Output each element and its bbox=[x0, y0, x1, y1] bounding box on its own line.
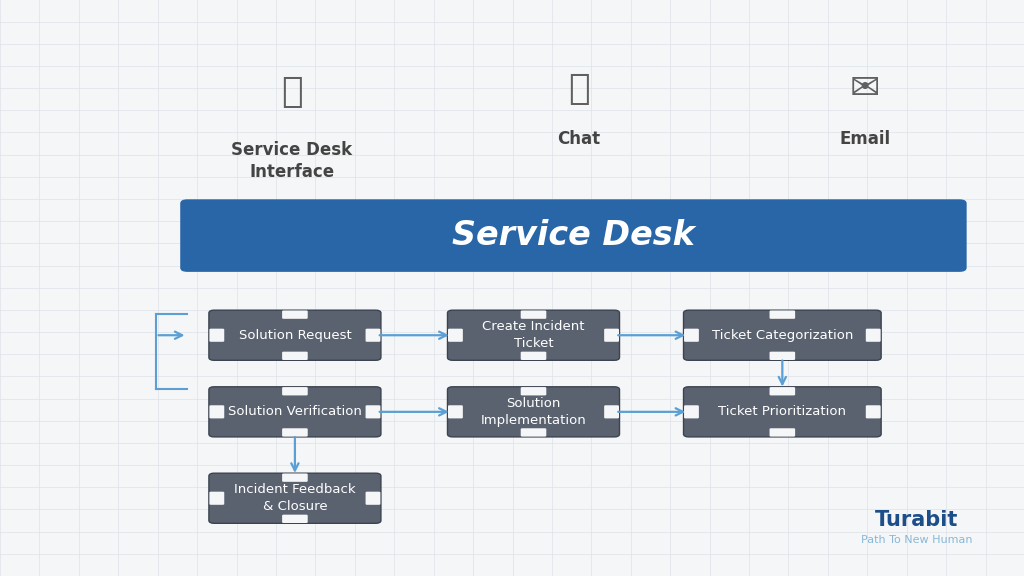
Text: Solution
Implementation: Solution Implementation bbox=[480, 397, 587, 427]
FancyBboxPatch shape bbox=[209, 387, 381, 437]
FancyBboxPatch shape bbox=[209, 310, 381, 361]
Text: Service Desk: Service Desk bbox=[452, 219, 695, 252]
FancyBboxPatch shape bbox=[521, 387, 547, 396]
FancyBboxPatch shape bbox=[282, 387, 307, 396]
FancyBboxPatch shape bbox=[866, 406, 881, 418]
FancyBboxPatch shape bbox=[770, 429, 796, 437]
FancyBboxPatch shape bbox=[180, 199, 967, 272]
FancyBboxPatch shape bbox=[209, 329, 224, 342]
FancyBboxPatch shape bbox=[521, 351, 547, 360]
FancyBboxPatch shape bbox=[684, 329, 698, 342]
Text: ✉️: ✉️ bbox=[850, 72, 881, 107]
FancyBboxPatch shape bbox=[684, 406, 698, 418]
Text: Path To New Human: Path To New Human bbox=[861, 535, 972, 545]
FancyBboxPatch shape bbox=[447, 387, 620, 437]
FancyBboxPatch shape bbox=[282, 351, 307, 360]
Text: Incident Feedback
& Closure: Incident Feedback & Closure bbox=[234, 483, 355, 513]
FancyBboxPatch shape bbox=[209, 492, 224, 505]
FancyBboxPatch shape bbox=[449, 329, 463, 342]
Text: Turabit: Turabit bbox=[874, 510, 958, 530]
Text: Solution Request: Solution Request bbox=[239, 329, 351, 342]
Text: Chat: Chat bbox=[557, 130, 600, 148]
Text: Service Desk
Interface: Service Desk Interface bbox=[231, 141, 352, 181]
FancyBboxPatch shape bbox=[282, 473, 307, 482]
FancyBboxPatch shape bbox=[604, 406, 618, 418]
Text: Solution Verification: Solution Verification bbox=[228, 406, 361, 418]
Text: 🎧: 🎧 bbox=[567, 72, 590, 107]
FancyBboxPatch shape bbox=[770, 351, 796, 360]
FancyBboxPatch shape bbox=[604, 329, 618, 342]
FancyBboxPatch shape bbox=[282, 310, 307, 319]
FancyBboxPatch shape bbox=[209, 473, 381, 523]
Text: Email: Email bbox=[840, 130, 891, 148]
Text: Ticket Categorization: Ticket Categorization bbox=[712, 329, 853, 342]
FancyBboxPatch shape bbox=[521, 429, 547, 437]
FancyBboxPatch shape bbox=[521, 310, 547, 319]
FancyBboxPatch shape bbox=[282, 429, 307, 437]
FancyBboxPatch shape bbox=[684, 310, 881, 361]
Text: 🖥: 🖥 bbox=[281, 75, 303, 109]
FancyBboxPatch shape bbox=[366, 492, 381, 505]
FancyBboxPatch shape bbox=[282, 515, 307, 523]
FancyBboxPatch shape bbox=[366, 329, 381, 342]
Text: Ticket Prioritization: Ticket Prioritization bbox=[719, 406, 846, 418]
FancyBboxPatch shape bbox=[449, 406, 463, 418]
FancyBboxPatch shape bbox=[366, 406, 381, 418]
FancyBboxPatch shape bbox=[770, 310, 796, 319]
FancyBboxPatch shape bbox=[770, 387, 796, 396]
FancyBboxPatch shape bbox=[447, 310, 620, 361]
FancyBboxPatch shape bbox=[684, 387, 881, 437]
FancyBboxPatch shape bbox=[209, 406, 224, 418]
Text: Create Incident
Ticket: Create Incident Ticket bbox=[482, 320, 585, 350]
FancyBboxPatch shape bbox=[866, 329, 881, 342]
